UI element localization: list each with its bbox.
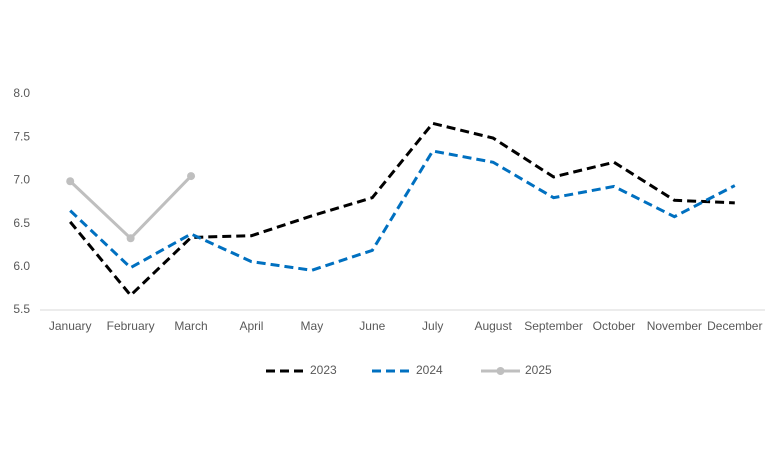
y-tick-label: 8.0 [13,86,30,100]
y-tick-label: 5.5 [13,302,30,316]
x-tick-label: January [49,319,92,333]
legend-label: 2024 [416,363,443,377]
series-line [69,149,736,272]
series-marker [66,177,75,186]
x-tick-label: June [359,319,385,333]
legend-label: 2023 [310,363,337,377]
y-tick-label: 6.5 [13,216,30,230]
x-tick-label: March [174,319,207,333]
series-marker [126,234,135,243]
x-tick-label: February [107,319,155,333]
legend-label: 2025 [525,363,552,377]
y-tick-label: 7.0 [13,173,30,187]
x-tick-label: November [647,319,702,333]
series-line [69,175,193,241]
legend-marker [496,367,505,375]
x-tick-label: October [593,319,636,333]
x-tick-label: May [301,319,324,333]
series-line [69,121,735,298]
y-tick-label: 7.5 [13,129,30,143]
x-tick-label: August [474,319,512,333]
x-tick-label: April [239,319,263,333]
series-marker [187,172,196,181]
y-tick-label: 6.0 [13,259,30,273]
x-tick-label: July [422,319,443,333]
x-tick-label: September [524,319,583,333]
x-tick-label: December [707,319,762,333]
